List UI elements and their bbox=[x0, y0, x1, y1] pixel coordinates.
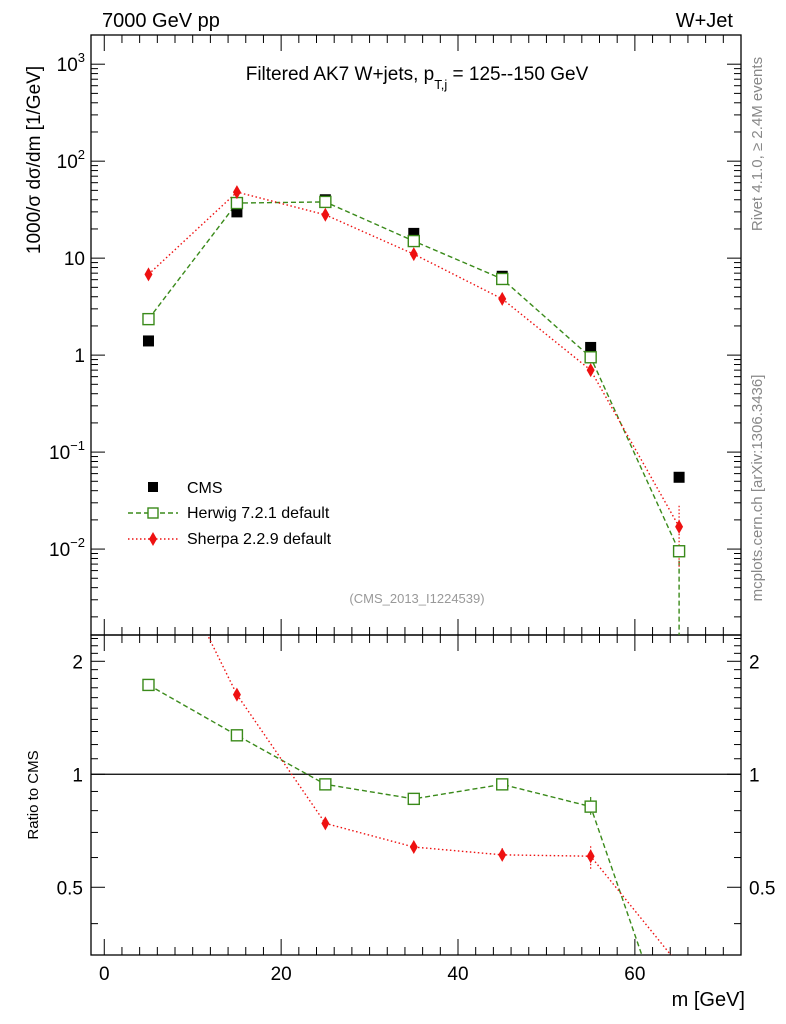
x-axis-label: m [GeV] bbox=[672, 989, 745, 1011]
ratio-plot-frame bbox=[90, 634, 742, 956]
sherpa-point bbox=[144, 267, 153, 282]
rivet-label: Rivet 4.1.0, ≥ 2.4M events bbox=[749, 57, 766, 231]
herwig-point bbox=[407, 234, 420, 248]
cms-point bbox=[673, 471, 685, 483]
cms-point bbox=[142, 335, 154, 347]
mcplots-label: mcplots.cern.ch [arXiv:1306.3436] bbox=[749, 375, 766, 602]
header-left: 7000 GeV pp bbox=[102, 10, 220, 32]
sherpa-point bbox=[232, 185, 241, 200]
y-axis-label-main: 1000/σ dσ/dm [1/GeV] bbox=[24, 66, 45, 254]
herwig-point bbox=[142, 312, 155, 326]
sherpa-point bbox=[498, 291, 507, 306]
herwig-point bbox=[496, 272, 509, 286]
sherpa-point bbox=[586, 363, 595, 378]
y-tick-label-main: 103 bbox=[57, 50, 85, 76]
herwig-point bbox=[584, 351, 597, 364]
sherpa-line-ratio bbox=[206, 635, 672, 955]
y-tick-label-main: 10−1 bbox=[49, 438, 85, 464]
chart-title: Filtered AK7 W+jets, pT,j = 125--150 GeV bbox=[246, 64, 589, 92]
cms-point bbox=[408, 227, 420, 239]
sherpa-ratio-point bbox=[321, 816, 330, 831]
legend-sherpa-marker bbox=[149, 532, 157, 546]
herwig-point bbox=[230, 196, 244, 210]
sherpa-ratio-point bbox=[409, 840, 418, 855]
x-tick-label: 60 bbox=[624, 964, 645, 985]
sherpa-point bbox=[409, 247, 418, 262]
y-tick-label-ratio-left: 0.5 bbox=[57, 878, 83, 899]
y-tick-label-ratio-left: 1 bbox=[72, 765, 83, 786]
y-tick-label-main: 1 bbox=[74, 346, 85, 367]
main-series-group bbox=[142, 185, 686, 635]
x-tick-label: 20 bbox=[271, 964, 292, 985]
header-right: W+Jet bbox=[676, 10, 734, 32]
y-tick-label-ratio-left: 2 bbox=[72, 652, 83, 673]
y-tick-label-ratio-right: 2 bbox=[749, 652, 760, 673]
herwig-line-ratio bbox=[148, 684, 643, 955]
herwig-ratio-point bbox=[496, 778, 509, 791]
y-tick-label-ratio-right: 0.5 bbox=[749, 878, 775, 899]
y-tick-label-main: 102 bbox=[57, 147, 85, 173]
ratio-series-group bbox=[142, 635, 672, 955]
cms-point bbox=[585, 341, 597, 353]
analysis-watermark: (CMS_2013_I1224539) bbox=[349, 591, 484, 606]
herwig-point bbox=[319, 195, 332, 209]
legend-herwig-marker bbox=[147, 507, 159, 519]
sherpa-point bbox=[321, 207, 330, 222]
herwig-ratio-point bbox=[319, 778, 332, 791]
sherpa-point bbox=[675, 519, 684, 534]
herwig-point bbox=[672, 545, 686, 558]
sherpa-ratio-point bbox=[498, 847, 507, 862]
x-tick-label: 0 bbox=[99, 964, 110, 985]
legend-sherpa-label: Sherpa 2.2.9 default bbox=[187, 531, 332, 548]
x-tick-label: 40 bbox=[447, 964, 468, 985]
sherpa-ratio-point bbox=[232, 687, 241, 702]
y-tick-label-ratio-right: 1 bbox=[749, 765, 760, 786]
herwig-ratio-point bbox=[407, 792, 420, 806]
y-tick-label-main: 10−2 bbox=[49, 535, 85, 561]
herwig-ratio-point bbox=[142, 678, 155, 692]
legend-herwig-label: Herwig 7.2.1 default bbox=[187, 505, 330, 522]
herwig-ratio-point bbox=[584, 800, 597, 813]
legend-cms-marker bbox=[148, 482, 158, 492]
cms-point bbox=[231, 206, 243, 218]
sherpa-ratio-point bbox=[586, 849, 595, 864]
y-tick-label-main: 10 bbox=[64, 249, 85, 270]
legend-cms-label: CMS bbox=[187, 480, 223, 497]
herwig-ratio-point bbox=[230, 729, 244, 742]
y-axis-label-ratio: Ratio to CMS bbox=[25, 750, 42, 839]
herwig-line-main bbox=[147, 201, 680, 635]
legend: CMS Herwig 7.2.1 default Sherpa 2.2.9 de… bbox=[128, 480, 332, 548]
